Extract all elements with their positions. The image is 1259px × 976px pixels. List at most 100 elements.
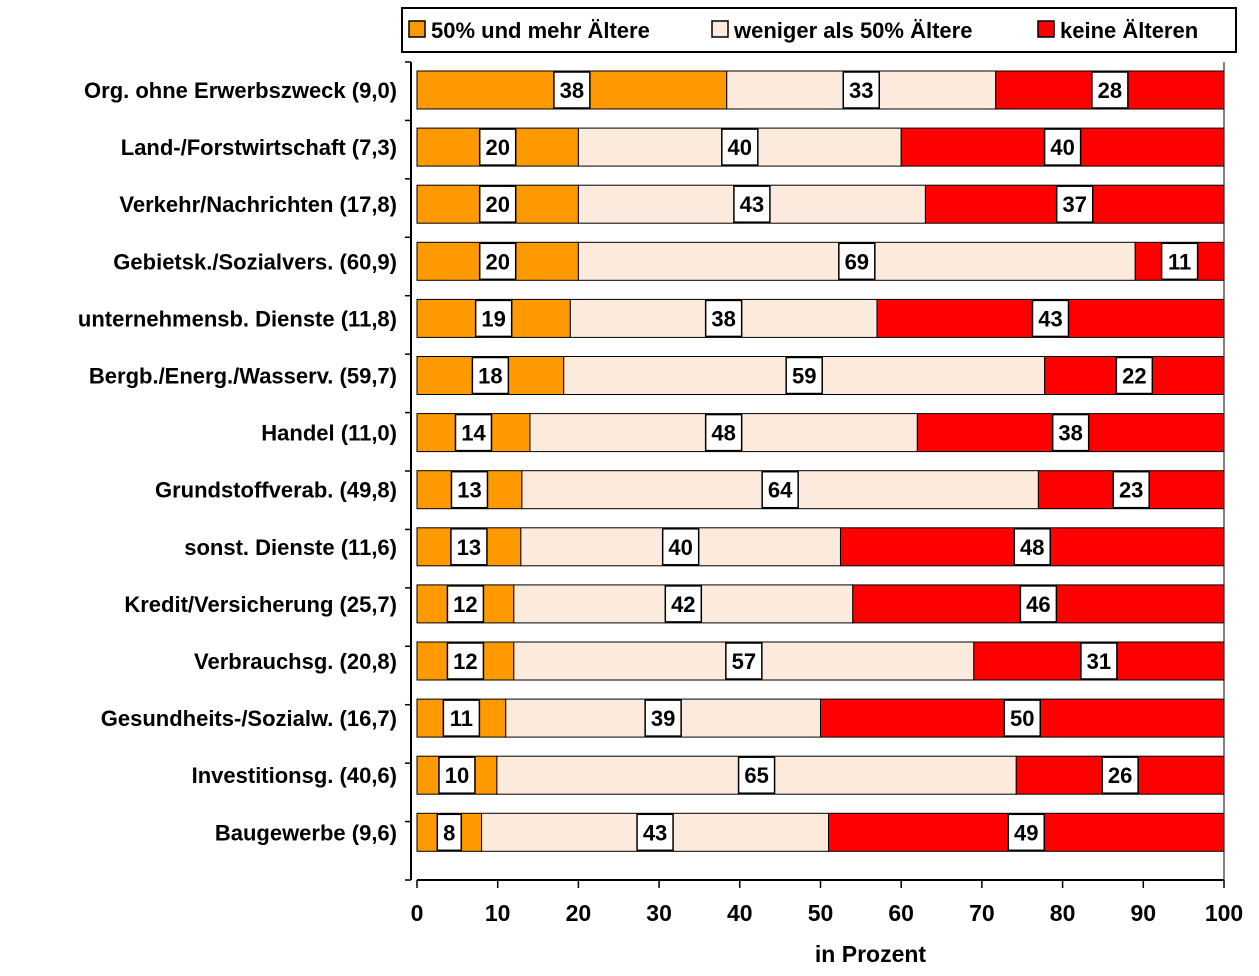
data-label-box [553,71,591,109]
data-label: 43 [740,192,764,217]
data-label: 18 [478,364,502,389]
data-label: 13 [457,535,481,560]
data-label: 22 [1122,364,1146,389]
data-label-box [478,128,517,166]
category-label: sonst. Dienste (11,6) [184,535,397,560]
category-label: Org. ohne Erwerbszweck (9,0) [84,78,397,103]
legend-swatch [711,20,729,38]
x-tick-label: 80 [1050,900,1076,926]
data-label: 26 [1108,763,1132,788]
category-label: Investitionsg. (40,6) [192,763,397,788]
data-label: 49 [1014,820,1038,845]
data-label: 39 [651,706,675,731]
category-label: Gebietsk./Sozialvers. (60,9) [113,249,397,274]
data-label-box [446,642,485,680]
data-label-box [1160,242,1199,281]
data-label-box [1003,699,1041,737]
data-label: 40 [668,535,692,560]
data-label-box [442,699,481,737]
x-tick-label: 40 [727,900,753,926]
data-label: 33 [849,78,873,103]
data-label-box [1115,356,1154,395]
x-tick-label: 30 [646,900,672,926]
data-label-box [1112,470,1150,509]
data-label-box [471,356,510,395]
data-label-box [1051,413,1090,452]
data-label: 64 [768,478,793,503]
data-label: 37 [1062,192,1086,217]
data-label-box [1055,185,1094,223]
data-label: 38 [1058,421,1082,446]
data-label: 14 [461,421,486,446]
data-label: 48 [711,421,735,446]
x-tick-label: 10 [485,900,511,926]
data-label: 13 [457,478,481,503]
data-label-box [454,413,493,452]
data-label: 38 [711,306,735,331]
data-label-box [842,71,881,109]
data-label-box [450,470,489,509]
data-label: 8 [443,820,455,845]
data-label: 19 [481,306,505,331]
data-label-box [704,299,743,338]
data-label-box [1101,756,1139,794]
data-label-box [704,413,743,452]
x-tick-label: 20 [566,900,592,926]
data-label-box [644,699,682,737]
data-label-box [1091,71,1129,109]
data-label-box [474,299,513,338]
data-label: 65 [744,763,768,788]
data-label-box [450,528,488,566]
data-label-box [1043,128,1082,166]
data-label-box [733,185,771,223]
data-label: 40 [728,135,752,160]
data-label: 59 [792,364,816,389]
data-label: 23 [1119,478,1143,503]
data-label-box [1013,528,1051,566]
legend-swatch [1037,20,1055,38]
x-tick-label: 90 [1131,900,1157,926]
category-label: Bergb./Energ./Wasserv. (59,7) [89,364,397,389]
data-label-box [1019,585,1058,623]
data-label-box [721,128,759,166]
data-label-box [478,185,517,223]
data-label-box [1080,642,1118,680]
x-tick-label: 100 [1205,900,1243,926]
data-label: 12 [453,649,477,674]
category-label: Grundstoffverab. (49,8) [155,478,397,503]
category-label: Gesundheits-/Sozialw. (16,7) [101,706,397,731]
x-tick-label: 70 [969,900,995,926]
data-label: 28 [1098,78,1122,103]
data-label: 12 [453,592,477,617]
x-tick-label: 60 [888,900,914,926]
category-label: unternehmensb. Dienste (11,8) [78,306,397,331]
data-label: 48 [1020,535,1044,560]
x-axis-title: in Prozent [815,941,927,967]
category-label: Verbrauchsg. (20,8) [194,649,397,674]
legend-swatch [408,20,426,38]
data-label: 43 [1038,306,1062,331]
data-label-box [478,242,517,281]
category-label: Baugewerbe (9,6) [215,820,397,845]
category-label: Handel (11,0) [261,421,397,446]
data-label-box [838,242,876,281]
x-tick-label: 0 [411,900,424,926]
data-label-box [438,756,476,794]
data-label: 57 [732,649,756,674]
data-label: 43 [643,820,667,845]
data-label: 20 [485,192,509,217]
x-tick-label: 50 [808,900,834,926]
data-label: 31 [1087,649,1111,674]
data-label: 40 [1050,135,1074,160]
legend-label: weniger als 50% Ältere [733,18,972,43]
data-label-box [1007,813,1046,852]
data-label-box [1031,299,1070,338]
data-label: 20 [485,249,509,274]
data-label-box [761,470,799,509]
data-label-box [446,585,485,623]
data-label-box [725,642,763,680]
data-label-box [664,585,703,623]
legend-box [401,7,1237,53]
